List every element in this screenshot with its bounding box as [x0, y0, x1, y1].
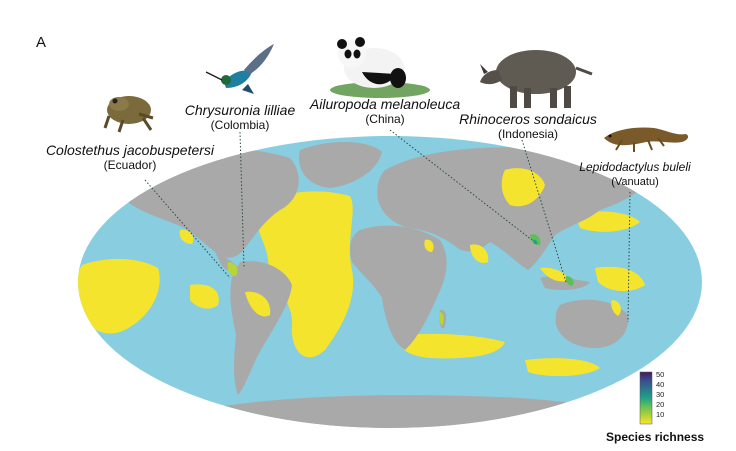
legend-tick-20: 20: [656, 400, 665, 409]
species-label-panda: Ailuropoda melanoleuca (China): [300, 97, 470, 127]
indonesia: [540, 276, 590, 290]
species-label-rhinoceros: Rhinoceros sondaicus (Indonesia): [448, 112, 608, 142]
frog-icon: [103, 96, 154, 133]
leader-line-frog: [144, 179, 231, 279]
species-country: (Vanuatu): [611, 176, 659, 188]
legend-tick-30: 30: [656, 390, 665, 399]
species-name: Chrysuronia lilliae: [184, 102, 296, 118]
africa: [350, 225, 447, 350]
europe-asia: [377, 147, 650, 270]
species-label-frog: Colostethus jacobuspetersi (Ecuador): [40, 143, 220, 173]
panda-icon: [330, 37, 430, 98]
australia: [555, 299, 629, 348]
species-name: Lepidodactylus buleli: [579, 160, 691, 174]
species-name: Rhinoceros sondaicus: [459, 111, 597, 127]
rhinoceros-icon: [480, 50, 593, 108]
leader-lines: [144, 129, 631, 323]
leader-line-gecko: [627, 191, 631, 323]
species-country: (China): [365, 112, 405, 126]
legend-title: Species richness: [606, 430, 705, 444]
species-label-hummingbird: Chrysuronia lilliae (Colombia): [170, 103, 310, 133]
hummingbird-icon: [205, 44, 274, 94]
legend-tick-40: 40: [656, 380, 665, 389]
species-country: (Indonesia): [497, 127, 559, 141]
panel-label: A: [36, 34, 47, 51]
species-country: (Colombia): [210, 118, 270, 132]
species-label-gecko: Lepidodactylus buleli (Vanuatu): [570, 160, 700, 190]
marine-richness-areas: [78, 191, 645, 377]
gecko-icon: [604, 127, 689, 152]
legend-tick-10: 10: [656, 410, 665, 419]
species-country: (Ecuador): [103, 158, 157, 172]
species-name: Colostethus jacobuspetersi: [45, 142, 215, 158]
legend-tick-50: 50: [656, 370, 665, 379]
species-name: Ailuropoda melanoleuca: [309, 96, 461, 112]
antarctica: [180, 395, 640, 428]
legend-color-bar: [639, 371, 653, 425]
leader-line-hummingbird: [239, 131, 245, 269]
greenland: [299, 141, 382, 188]
leader-line-rhinoceros: [521, 139, 567, 283]
